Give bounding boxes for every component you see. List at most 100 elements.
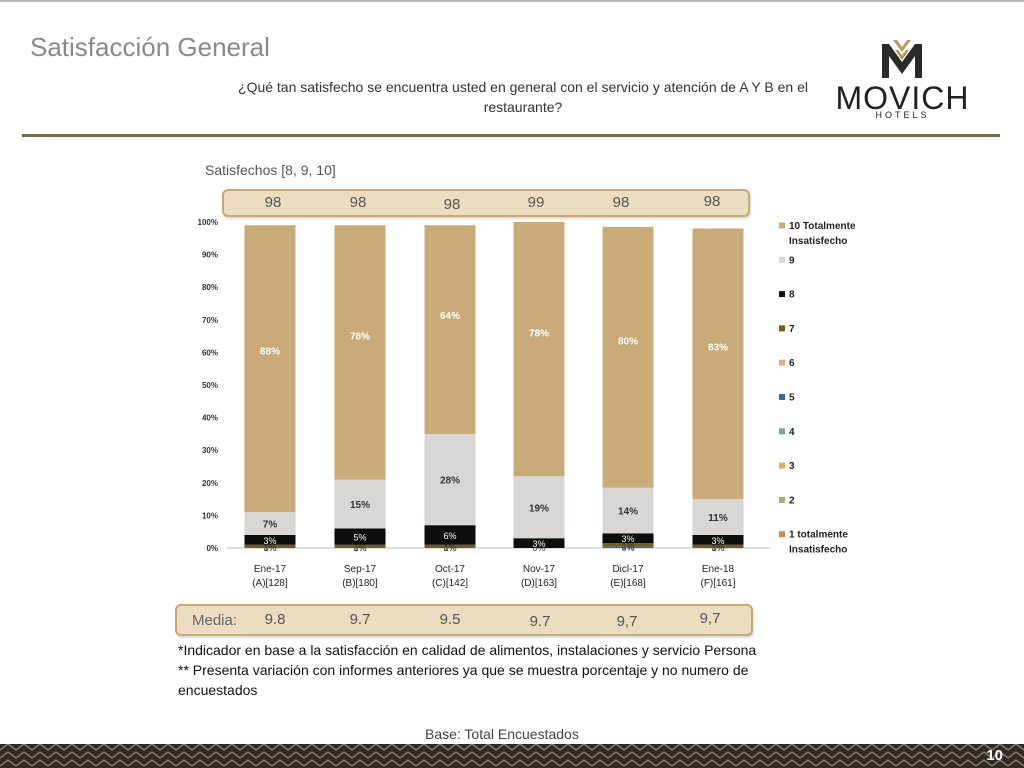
x-category-label: (E)[168] xyxy=(610,578,646,589)
y-tick-label: 50% xyxy=(202,381,218,390)
data-label: 64% xyxy=(440,311,460,322)
y-tick-label: 10% xyxy=(202,511,218,520)
data-label: 19% xyxy=(529,503,549,514)
y-tick-label: 90% xyxy=(202,251,218,260)
x-category-label: Sep-17 xyxy=(344,564,377,575)
header-divider xyxy=(22,134,1000,137)
base-note: Base: Total Encuestados xyxy=(425,726,579,742)
top-border-line xyxy=(0,0,1024,2)
y-tick-label: 0% xyxy=(206,544,218,553)
y-tick-label: 80% xyxy=(202,283,218,292)
bar-segment xyxy=(334,528,386,545)
footnote-1: *Indicador en base a la satisfacción en … xyxy=(178,642,757,658)
x-category-label: Dicl-17 xyxy=(612,564,644,575)
legend-swatch xyxy=(779,291,785,298)
bar-segment xyxy=(602,487,654,534)
legend-swatch xyxy=(779,359,785,366)
x-category-label: Ene-18 xyxy=(702,564,735,575)
legend-swatch xyxy=(779,325,785,332)
media-value: 9.7 xyxy=(349,611,371,628)
legend-swatch xyxy=(779,531,785,538)
legend-label: 7 xyxy=(789,324,795,335)
page-title: Satisfacción General xyxy=(30,32,270,62)
y-tick-label: 60% xyxy=(202,348,218,357)
x-category-label: (C)[142] xyxy=(432,578,468,589)
legend-label: 9 xyxy=(789,255,795,266)
bar-segment xyxy=(602,533,654,544)
legend-swatch xyxy=(779,462,785,469)
media-label: Media: xyxy=(192,612,238,629)
bar-segment xyxy=(602,226,654,488)
y-tick-label: 30% xyxy=(202,446,218,455)
data-label: 14% xyxy=(618,507,638,518)
legend-label: Insatisfecho xyxy=(789,236,847,247)
legend-label: 6 xyxy=(789,358,795,369)
x-category-label: (F)[161] xyxy=(700,578,735,589)
legend-label: 10 Totalmente xyxy=(789,221,856,232)
bar-segment xyxy=(513,538,565,548)
bar-segment xyxy=(602,543,654,547)
y-tick-label: 40% xyxy=(202,414,218,423)
legend-label: 3 xyxy=(789,461,795,472)
footnotes: *Indicador en base a la satisfacción en … xyxy=(178,640,778,700)
page-number: 10 xyxy=(986,747,1003,764)
legend-label: 4 xyxy=(789,427,795,438)
legend-label: 2 xyxy=(789,495,795,506)
bar-segment xyxy=(692,534,744,545)
bar-segment xyxy=(692,544,744,548)
bar-segment xyxy=(692,499,744,535)
legend-swatch xyxy=(779,428,785,435)
data-label: 3% xyxy=(532,539,545,549)
bar-segment xyxy=(244,544,296,548)
bar-segment xyxy=(692,228,744,500)
data-label: 78% xyxy=(350,332,370,343)
legend-label: 8 xyxy=(789,290,795,301)
data-label: 11% xyxy=(708,513,728,524)
x-category-label: (A)[128] xyxy=(252,578,288,589)
x-category-label: (D)[163] xyxy=(521,578,557,589)
logo-subtitle: HOTELS xyxy=(875,110,930,120)
bar-segment xyxy=(334,479,386,529)
data-label: 3% xyxy=(621,534,634,544)
data-label: 5% xyxy=(353,533,366,543)
legend-label: Insatisfecho xyxy=(789,545,847,556)
data-label: 1% xyxy=(621,541,634,551)
bar-segment xyxy=(424,544,476,548)
bar-segment xyxy=(244,225,296,513)
data-label: 1% xyxy=(263,543,276,553)
media-value: 9.8 xyxy=(264,611,286,628)
bar-segment xyxy=(424,433,476,526)
media-value: 9,7 xyxy=(699,610,721,627)
media-value: 9.7 xyxy=(529,613,551,630)
satisfied-value: 98 xyxy=(443,196,461,213)
y-tick-label: 70% xyxy=(202,316,218,325)
x-category-label: Nov-17 xyxy=(523,564,556,575)
satisfied-value: 99 xyxy=(527,194,545,211)
bar-segment xyxy=(602,546,654,548)
x-category-label: Oct-17 xyxy=(435,564,465,575)
bar-segment xyxy=(244,534,296,545)
data-label: 83% xyxy=(708,342,728,353)
bar-segment xyxy=(513,476,565,539)
legend-swatch xyxy=(779,496,785,503)
y-tick-label: 20% xyxy=(202,479,218,488)
satisfied-band xyxy=(222,189,750,217)
data-label: 80% xyxy=(618,336,638,347)
satisfied-value: 98 xyxy=(612,194,630,211)
satisfied-value: 98 xyxy=(349,194,367,211)
data-label: 78% xyxy=(529,328,549,339)
data-label: 1% xyxy=(443,543,456,553)
satisfied-value: 98 xyxy=(264,194,282,211)
data-label: 3% xyxy=(263,536,276,546)
media-band xyxy=(175,604,753,636)
media-value: 9.5 xyxy=(439,611,461,628)
bar-segment xyxy=(334,225,386,480)
data-label: 88% xyxy=(260,346,280,357)
satisfied-label: Satisfechos [8, 9, 10] xyxy=(205,162,336,178)
data-label: 15% xyxy=(350,500,370,511)
movich-m-emblem-icon xyxy=(882,40,922,78)
x-category-label: (B)[180] xyxy=(342,578,378,589)
movich-logo: MOVICH HOTELS xyxy=(815,36,990,124)
data-label: 7% xyxy=(263,520,278,531)
